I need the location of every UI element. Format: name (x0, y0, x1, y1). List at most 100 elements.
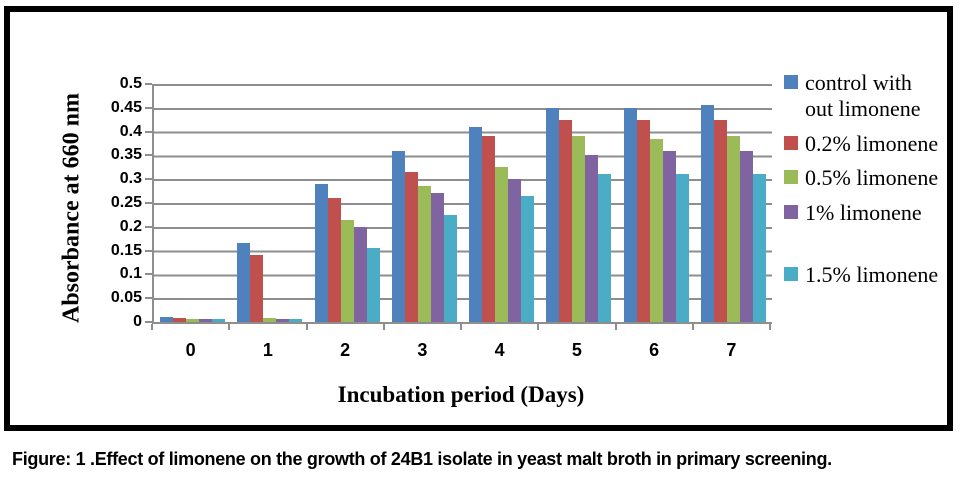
bar-0.2-limonene (250, 255, 264, 322)
legend-swatch (784, 135, 798, 150)
bar-0.5-limonene (495, 167, 509, 322)
bar-group-day-7 (695, 105, 772, 322)
bar-0.2-limonene (404, 172, 418, 322)
bar-control-with-out-limonene (700, 105, 714, 322)
bar-group-day-3 (386, 151, 463, 322)
x-tick-label: 6 (649, 340, 660, 360)
y-tick-mark (145, 321, 152, 323)
bar-1-limonene (199, 319, 213, 322)
y-tick-mark (145, 154, 152, 157)
bar-1-limonene (276, 319, 290, 322)
bar-control-with-out-limonene (160, 317, 174, 322)
x-tick-mark (228, 324, 231, 330)
bar-1-limonene (585, 155, 599, 322)
bar-1-limonene (430, 193, 444, 322)
legend-label: control with out limonene (805, 70, 921, 122)
x-tick-mark (151, 324, 153, 330)
bar-1-limonene (662, 151, 676, 322)
legend-item: 0.2% limonene (784, 131, 944, 157)
bar-group-day-2 (309, 184, 386, 322)
y-tick-label: 0.3 (119, 170, 142, 188)
x-tick-label: 4 (494, 340, 505, 360)
bar-0.2-limonene (327, 198, 341, 322)
bar-control-with-out-limonene (391, 151, 405, 322)
bar-group-day-6 (618, 108, 695, 322)
y-tick-label: 0.45 (110, 98, 142, 116)
y-tick-mark (145, 130, 152, 133)
bar-group-day-5 (540, 108, 617, 322)
bar-1.5-limonene (598, 174, 612, 322)
bar-0.2-limonene (559, 120, 573, 322)
y-tick-label: 0.5 (119, 75, 142, 92)
bar-0.5-limonene (186, 319, 200, 322)
bar-1.5-limonene (443, 215, 457, 322)
bar-1.5-limonene (212, 319, 226, 322)
legend-item: 0.5% limonene (784, 165, 944, 191)
bar-1-limonene (508, 179, 522, 322)
bar-1-limonene (353, 227, 367, 322)
bar-control-with-out-limonene (469, 127, 483, 322)
y-tick-label: 0.25 (110, 194, 142, 211)
y-tick-mark (145, 83, 152, 85)
bar-1.5-limonene (521, 196, 535, 322)
bar-1.5-limonene (752, 174, 766, 322)
y-tick-label: 0 (133, 313, 142, 330)
y-tick-label: 0.4 (119, 122, 142, 140)
legend-label: 0.5% limonene (805, 165, 939, 191)
legend-swatch (784, 266, 798, 281)
bar-group-day-4 (463, 127, 540, 322)
x-tick-mark (305, 324, 308, 330)
bar-control-with-out-limonene (623, 108, 637, 322)
bar-1-limonene (739, 151, 753, 322)
bar-0.2-limonene (713, 120, 727, 322)
legend-label: 1% limonene (805, 199, 922, 225)
x-tick-label: 0 (185, 340, 196, 360)
bar-0.5-limonene (340, 220, 354, 322)
bar-control-with-out-limonene (314, 184, 328, 322)
plot-area (152, 84, 772, 324)
legend-label: 0.2% limonene (805, 130, 939, 156)
y-tick-label: 0.2 (119, 217, 142, 235)
bar-0.2-limonene (173, 318, 187, 322)
bar-0.5-limonene (649, 139, 663, 322)
x-tick-label: 1 (262, 340, 273, 360)
x-tick-label: 3 (417, 340, 428, 360)
bar-group-day-1 (231, 243, 308, 322)
y-tick-mark (145, 225, 152, 228)
y-tick-label: 0.35 (110, 146, 142, 164)
y-tick-label: 0.1 (119, 265, 142, 283)
bar-1.5-limonene (366, 248, 380, 322)
bar-control-with-out-limonene (237, 243, 251, 322)
bar-group-day-0 (154, 317, 231, 322)
figure-caption: Figure: 1 .Effect of limonene on the gro… (12, 449, 832, 469)
y-tick-mark (145, 106, 152, 109)
bar-control-with-out-limonene (546, 108, 560, 322)
bar-0.5-limonene (263, 318, 277, 322)
legend-label: 1.5% limonene (805, 261, 939, 287)
bar-0.2-limonene (636, 120, 650, 322)
bar-1.5-limonene (675, 174, 689, 322)
y-tick-label: 0.05 (110, 289, 142, 307)
legend-item: 1% limonene (784, 200, 944, 226)
x-tick-mark (769, 324, 771, 330)
legend-item: 1.5% limonene (784, 262, 944, 288)
y-tick-mark (145, 178, 152, 181)
bar-0.5-limonene (417, 186, 431, 322)
y-tick-mark (145, 249, 152, 252)
y-tick-label: 0.15 (110, 241, 142, 259)
bar-1.5-limonene (289, 319, 303, 322)
legend-swatch (784, 170, 798, 185)
y-tick-mark (145, 273, 152, 276)
bar-0.5-limonene (572, 136, 586, 322)
legend-swatch (784, 204, 798, 219)
bar-0.2-limonene (482, 136, 496, 322)
x-tick-label: 7 (726, 340, 737, 360)
x-tick-label: 5 (571, 340, 582, 360)
x-tick-mark (691, 324, 694, 330)
legend: control with out limonene 0.2% limonene 0.… (784, 70, 944, 296)
y-tick-mark (145, 202, 152, 204)
y-tick-mark (145, 297, 152, 300)
x-tick-mark (614, 324, 617, 330)
x-tick-mark (460, 324, 462, 330)
bar-0.5-limonene (726, 136, 740, 322)
